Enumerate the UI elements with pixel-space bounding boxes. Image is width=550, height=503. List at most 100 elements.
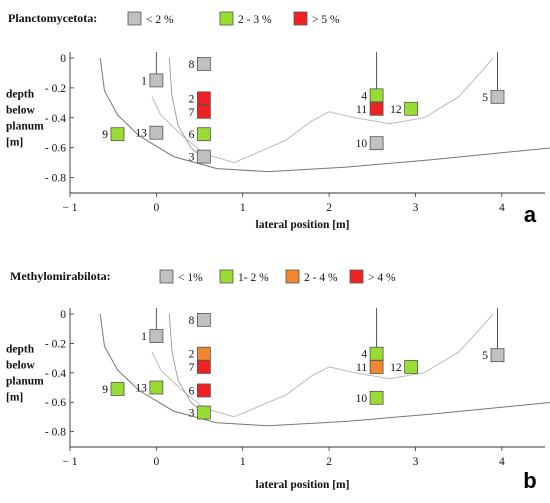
sample-5-label: 5 — [482, 92, 488, 104]
legend-label: 2 - 3 % — [238, 14, 272, 26]
sample-3-marker — [196, 149, 211, 164]
sample-9-marker — [110, 382, 125, 396]
sample-13-marker — [149, 125, 164, 140]
y-tick-label: - 0.6 — [45, 143, 66, 155]
profile-outer-curve — [99, 57, 550, 173]
sample-1-label: 1 — [141, 331, 147, 343]
legend-swatch — [349, 269, 364, 284]
panel-letter: b — [523, 468, 536, 493]
y-tick-label: - 0.2 — [45, 83, 66, 95]
panel-letter: a — [524, 202, 537, 227]
y-tick-label: - 0.8 — [45, 427, 66, 439]
sample-12-marker — [404, 360, 419, 374]
x-tick-label: 2 — [326, 202, 332, 214]
legend-label: > 4 % — [368, 272, 396, 284]
sample-13-label: 13 — [135, 128, 147, 140]
y-tick-label: - 0.2 — [45, 338, 66, 350]
sample-7-label: 7 — [189, 362, 195, 374]
sample-1-label: 1 — [141, 75, 147, 87]
profile-outer-curve — [99, 313, 550, 427]
sample-2-label: 2 — [189, 349, 195, 361]
profile-rim-curve — [168, 313, 209, 418]
sample-9-label: 9 — [102, 129, 108, 141]
sample-6-label: 6 — [189, 385, 195, 397]
x-tick-label: 1 — [240, 202, 246, 214]
sample-3-label: 3 — [189, 152, 195, 164]
profile-rim-curve — [168, 57, 209, 163]
y-tick-label: 0 — [60, 53, 66, 65]
legend-title: Planctomycetota: — [8, 11, 97, 25]
x-tick-label: 1 — [240, 456, 246, 468]
sample-9-label: 9 — [102, 384, 108, 396]
legend-label: < 1% — [178, 272, 203, 284]
y-axis-label: [m] — [6, 392, 23, 404]
y-tick-label: - 0.4 — [45, 368, 66, 380]
y-axis-label: below — [6, 360, 35, 372]
sample-2-marker — [196, 91, 211, 106]
x-tick-label: 3 — [413, 456, 419, 468]
sample-11-label: 11 — [356, 362, 367, 374]
y-tick-label: - 0.4 — [45, 113, 66, 125]
x-tick-label: 2 — [326, 456, 332, 468]
y-axis-label: depth — [6, 344, 35, 356]
chart-panel-a: Planctomycetota: < 2 % 2 - 3 % > 5 % 0 - 0.2 -… — [6, 11, 550, 231]
legend-swatch — [285, 269, 300, 284]
sample-4-label: 4 — [361, 349, 367, 361]
x-tick-label: − 1 — [62, 202, 77, 214]
y-axis-label: depth — [6, 89, 35, 101]
y-axis-label: planum — [6, 376, 44, 388]
sample-1-marker — [149, 329, 164, 343]
legend-swatch — [219, 11, 234, 26]
sample-12-marker — [404, 101, 419, 116]
legend-label: 2 - 4 % — [304, 272, 338, 284]
sample-4-label: 4 — [361, 90, 367, 102]
legend-swatch — [127, 11, 142, 26]
sample-3-marker — [196, 405, 211, 420]
sample-13-label: 13 — [135, 383, 147, 395]
legend-swatch — [293, 11, 308, 26]
sample-5-marker — [490, 89, 505, 104]
sample-7-marker — [196, 104, 211, 119]
sample-8-marker — [196, 57, 211, 71]
y-tick-label: - 0.6 — [45, 397, 66, 409]
chart-panel-b: Methylomirabilota: < 1% 1- 2 % 2 - 4 % > 4 %… — [6, 269, 550, 493]
sample-3-label: 3 — [189, 408, 195, 420]
sample-7-label: 7 — [189, 107, 195, 119]
sample-4-marker — [369, 346, 384, 361]
sample-5-marker — [490, 348, 505, 363]
sample-5-label: 5 — [482, 350, 488, 362]
x-tick-label: 3 — [413, 202, 419, 214]
sample-6-marker — [196, 383, 211, 398]
x-tick-label: 0 — [153, 202, 159, 214]
legend-label: < 2 % — [146, 14, 174, 26]
sample-4-marker — [369, 88, 384, 103]
sample-13-marker — [149, 380, 164, 395]
legend-label: > 5 % — [312, 14, 340, 26]
sample-12-label: 12 — [390, 104, 402, 116]
sample-8-marker — [196, 312, 211, 327]
sample-9-marker — [110, 127, 125, 142]
sample-11-marker — [369, 360, 384, 374]
sample-1-marker — [149, 73, 164, 88]
legend-swatch — [219, 269, 234, 284]
sample-6-label: 6 — [189, 129, 195, 141]
sample-8-label: 8 — [189, 315, 195, 327]
legend-swatch — [159, 269, 174, 284]
legend-label: 1- 2 % — [238, 272, 269, 284]
y-axis-label: planum — [6, 121, 44, 133]
y-tick-label: 0 — [60, 309, 66, 321]
x-tick-label: − 1 — [62, 456, 77, 468]
sample-12-label: 12 — [390, 362, 402, 374]
sample-11-label: 11 — [356, 104, 367, 116]
sample-8-label: 8 — [189, 59, 195, 71]
x-axis-label: lateral position [m] — [256, 479, 350, 491]
legend-title: Methylomirabilota: — [10, 269, 111, 283]
sample-10-label: 10 — [356, 138, 368, 150]
sample-11-marker — [369, 101, 384, 116]
y-axis-label: [m] — [6, 137, 23, 149]
sample-6-marker — [196, 127, 211, 142]
y-axis-label: below — [6, 105, 35, 117]
y-tick-label: - 0.8 — [45, 173, 66, 185]
